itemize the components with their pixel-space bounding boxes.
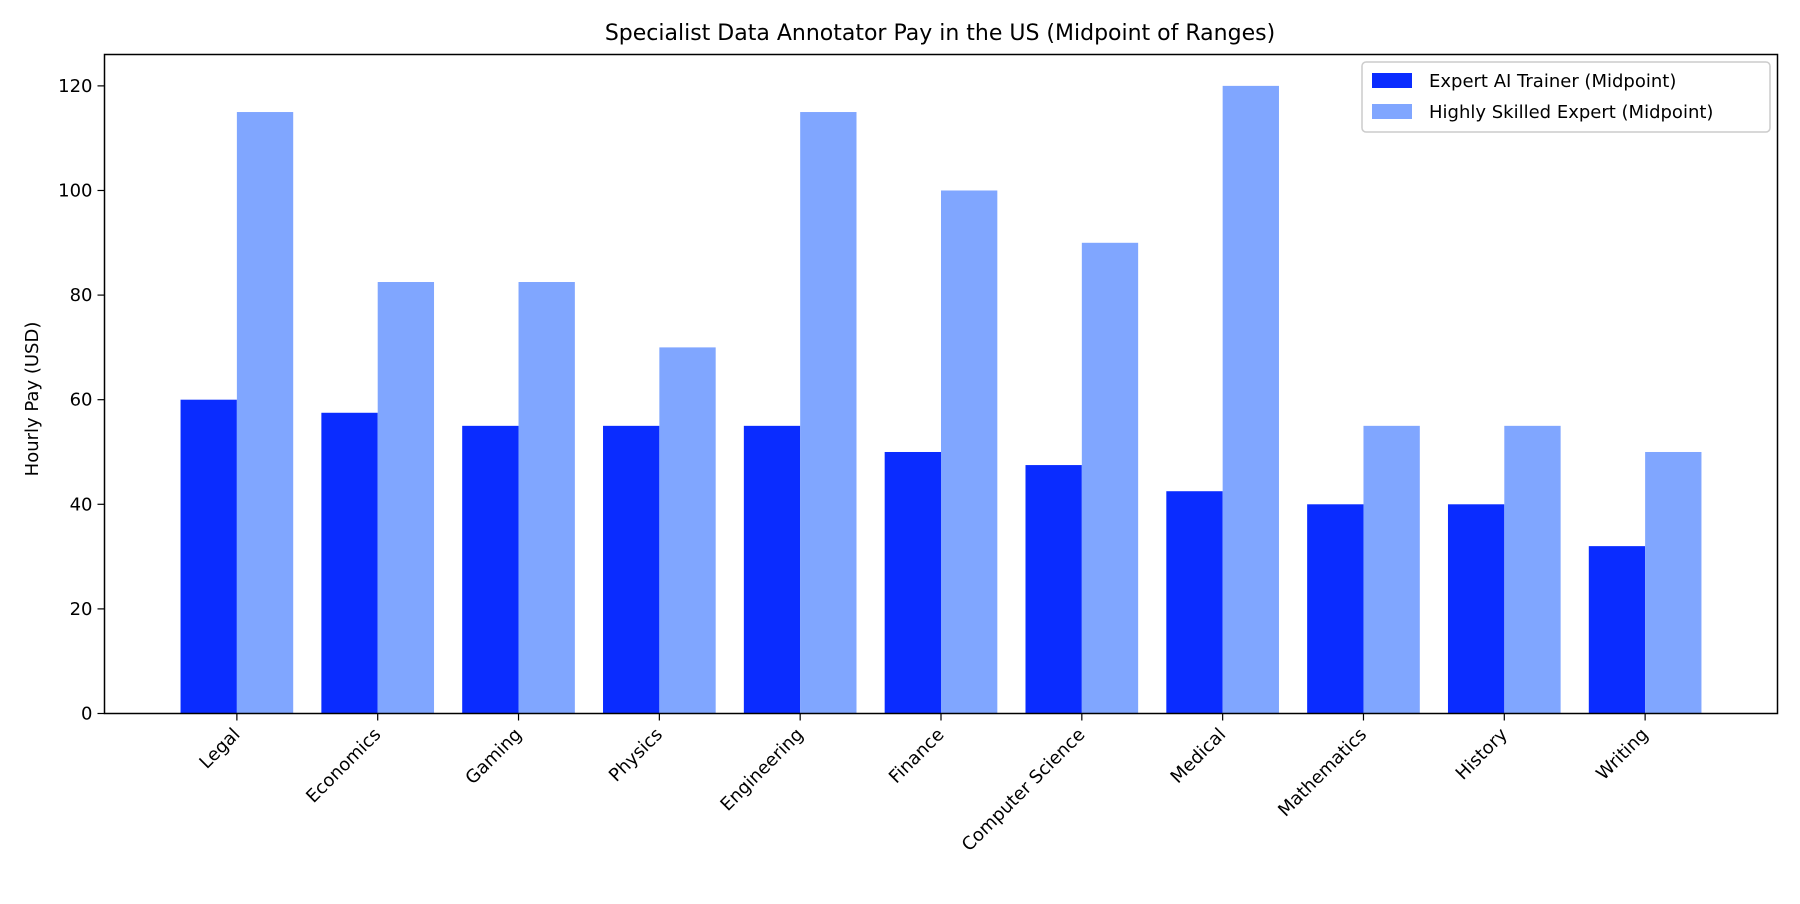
y-tick-label: 40 xyxy=(70,494,93,515)
x-tick-label-gaming: Gaming xyxy=(461,724,526,789)
x-tick-label-engineering: Engineering xyxy=(716,724,807,815)
y-ticks: 0 20 40 60 80 100 120 xyxy=(58,76,105,725)
legend: Expert AI Trainer (Midpoint) Highly Skil… xyxy=(1361,61,1771,133)
bar-expert-ai-trainer-engineering xyxy=(743,425,801,714)
x-tick-label-economics: Economics xyxy=(302,724,385,807)
legend-label-highly-skilled-expert: Highly Skilled Expert (Midpoint) xyxy=(1429,102,1713,123)
bar-highly-skilled-expert-writing xyxy=(1645,451,1702,714)
legend-box xyxy=(1361,61,1771,133)
bar-highly-skilled-expert-computer-science xyxy=(1081,242,1139,714)
bar-highly-skilled-expert-history xyxy=(1504,425,1561,714)
y-tick-label: 80 xyxy=(70,285,93,306)
bar-highly-skilled-expert-mathematics xyxy=(1363,425,1420,714)
x-ticks: Legal Economics Gaming Physics Engineering Fi… xyxy=(195,713,1653,856)
bar-expert-ai-trainer-mathematics xyxy=(1307,504,1364,714)
bar-expert-ai-trainer-medical xyxy=(1166,491,1223,714)
legend-swatch-highly-skilled-expert xyxy=(1372,104,1412,119)
x-tick-label-mathematics: Mathematics xyxy=(1274,724,1371,821)
y-tick-label: 60 xyxy=(70,390,93,411)
y-axis-label: Hourly Pay (USD) xyxy=(22,322,43,477)
bar-expert-ai-trainer-gaming xyxy=(462,425,519,714)
bar-highly-skilled-expert-economics xyxy=(377,282,435,714)
bar-highly-skilled-expert-legal xyxy=(236,112,294,714)
bar-highly-skilled-expert-finance xyxy=(941,190,998,714)
x-tick-label-history: History xyxy=(1452,724,1512,784)
x-tick-label-medical: Medical xyxy=(1167,724,1231,788)
bars-group xyxy=(180,85,1702,714)
bar-expert-ai-trainer-writing xyxy=(1588,546,1646,714)
y-tick-label: 120 xyxy=(58,76,92,97)
bar-expert-ai-trainer-economics xyxy=(321,412,378,714)
bar-highly-skilled-expert-engineering xyxy=(800,112,857,714)
plot-frame xyxy=(103,53,1779,715)
x-tick-label-legal: Legal xyxy=(195,724,244,773)
bar-highly-skilled-expert-gaming xyxy=(518,282,575,714)
y-tick-label: 0 xyxy=(81,704,92,725)
bar-highly-skilled-expert-physics xyxy=(659,347,716,714)
y-tick-label: 20 xyxy=(70,599,93,620)
x-tick-label-computer-science: Computer Science xyxy=(958,724,1090,856)
y-tick-label: 100 xyxy=(58,180,92,201)
x-tick-label-writing: Writing xyxy=(1592,724,1652,784)
bar-expert-ai-trainer-computer-science xyxy=(1025,465,1082,714)
legend-swatch-expert-ai-trainer xyxy=(1372,73,1412,88)
legend-label-expert-ai-trainer: Expert AI Trainer (Midpoint) xyxy=(1429,71,1676,92)
x-tick-label-finance: Finance xyxy=(885,724,949,788)
bar-expert-ai-trainer-physics xyxy=(603,425,660,714)
bar-expert-ai-trainer-history xyxy=(1447,504,1505,714)
bar-highly-skilled-expert-medical xyxy=(1222,85,1279,714)
chart-title: Specialist Data Annotator Pay in the US … xyxy=(605,21,1275,46)
bar-expert-ai-trainer-legal xyxy=(180,399,237,714)
x-tick-label-physics: Physics xyxy=(605,724,667,786)
bar-expert-ai-trainer-finance xyxy=(884,451,941,714)
